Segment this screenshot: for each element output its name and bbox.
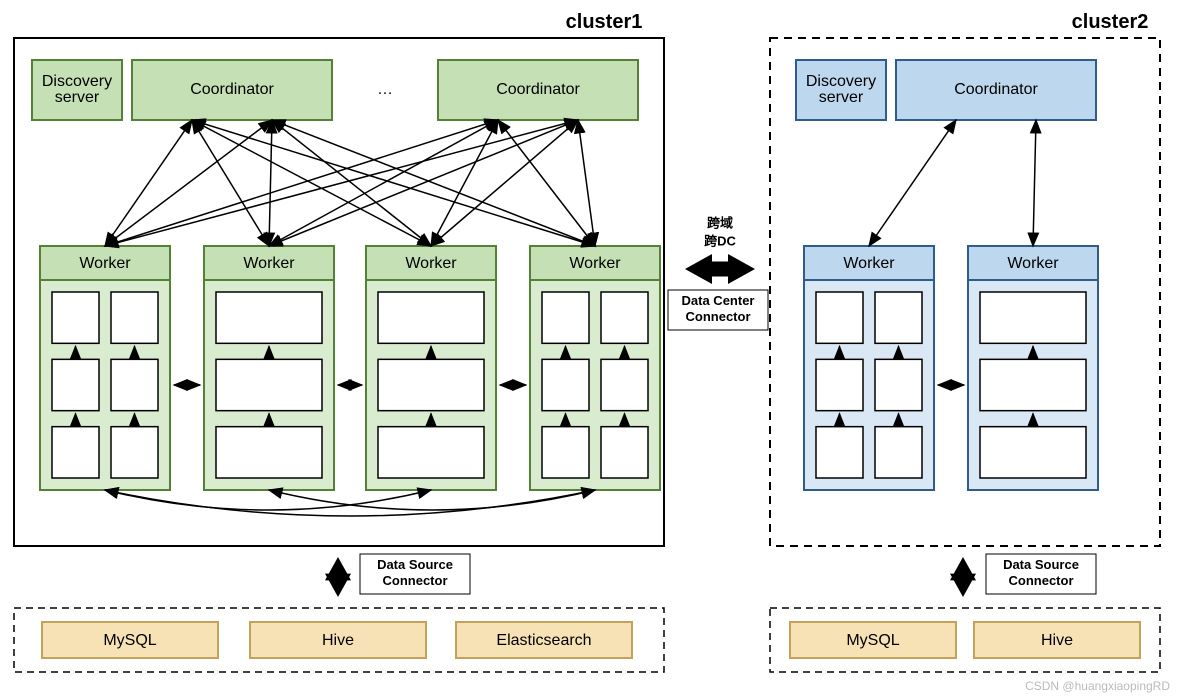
task-box bbox=[542, 292, 589, 343]
svg-text:Hive: Hive bbox=[1041, 632, 1073, 649]
task-box bbox=[542, 427, 589, 478]
task-box bbox=[542, 359, 589, 410]
svg-text:Coordinator: Coordinator bbox=[496, 81, 580, 98]
task-box bbox=[52, 427, 99, 478]
svg-text:Coordinator: Coordinator bbox=[190, 81, 274, 98]
task-box bbox=[52, 359, 99, 410]
architecture-diagram: cluster1DiscoveryserverCoordinator…Coord… bbox=[0, 0, 1184, 696]
cluster1-title: cluster1 bbox=[566, 11, 643, 33]
task-box bbox=[601, 292, 648, 343]
task-box bbox=[216, 359, 322, 410]
svg-text:MySQL: MySQL bbox=[103, 632, 156, 649]
task-box bbox=[111, 427, 158, 478]
svg-text:Data SourceConnector: Data SourceConnector bbox=[377, 557, 453, 588]
svg-text:Worker: Worker bbox=[243, 255, 295, 272]
svg-text:Worker: Worker bbox=[569, 255, 621, 272]
task-box bbox=[980, 427, 1086, 478]
svg-text:Elasticsearch: Elasticsearch bbox=[496, 632, 591, 649]
task-box bbox=[111, 292, 158, 343]
svg-text:MySQL: MySQL bbox=[846, 632, 899, 649]
task-box bbox=[378, 359, 484, 410]
task-box bbox=[378, 292, 484, 343]
svg-text:Worker: Worker bbox=[79, 255, 131, 272]
svg-text:Worker: Worker bbox=[405, 255, 457, 272]
task-box bbox=[378, 427, 484, 478]
svg-text:Data CenterConnector: Data CenterConnector bbox=[682, 293, 755, 324]
task-box bbox=[111, 359, 158, 410]
task-box bbox=[816, 292, 863, 343]
svg-text:…: … bbox=[377, 81, 393, 98]
svg-text:Data SourceConnector: Data SourceConnector bbox=[1003, 557, 1079, 588]
task-box bbox=[816, 427, 863, 478]
svg-text:跨域: 跨域 bbox=[707, 215, 733, 230]
task-box bbox=[216, 292, 322, 343]
task-box bbox=[980, 292, 1086, 343]
svg-text:跨DC: 跨DC bbox=[704, 233, 736, 248]
svg-text:Hive: Hive bbox=[322, 632, 354, 649]
task-box bbox=[601, 359, 648, 410]
task-box bbox=[875, 292, 922, 343]
task-box bbox=[980, 359, 1086, 410]
task-box bbox=[52, 292, 99, 343]
task-box bbox=[601, 427, 648, 478]
task-box bbox=[816, 359, 863, 410]
task-box bbox=[216, 427, 322, 478]
svg-text:Coordinator: Coordinator bbox=[954, 81, 1038, 98]
svg-text:Worker: Worker bbox=[1007, 255, 1059, 272]
task-box bbox=[875, 427, 922, 478]
watermark: CSDN @huangxiaopingRD bbox=[1025, 679, 1170, 693]
task-box bbox=[875, 359, 922, 410]
cluster2-title: cluster2 bbox=[1072, 11, 1149, 33]
svg-text:Worker: Worker bbox=[843, 255, 895, 272]
